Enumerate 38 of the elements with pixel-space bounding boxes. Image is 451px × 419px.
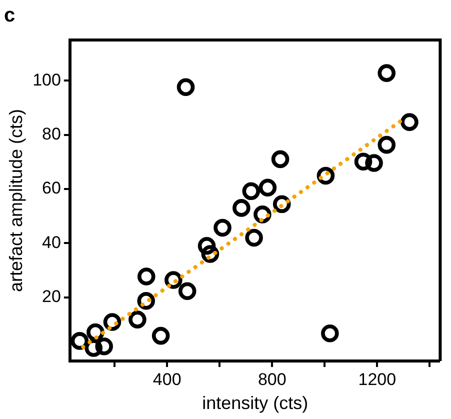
point [95,337,113,356]
point [70,332,89,350]
point [258,178,277,197]
y-tick-label: 20 [42,287,61,306]
point [242,182,260,200]
chart-title: c [4,4,16,27]
point [365,154,383,172]
point [354,152,372,171]
point [176,78,195,96]
point [152,326,170,345]
point [321,324,339,342]
point [214,218,232,237]
point [164,271,182,289]
point [137,292,156,310]
x-axis-title: intensity (cts) [202,393,308,414]
y-tick-label: 100 [32,70,61,90]
point [128,310,146,328]
y-axis-title: artefact amplitude (cts) [6,108,26,292]
point [103,313,122,331]
x-tick-label: 400 [152,370,182,389]
y-tick-label: 60 [42,178,61,198]
point [198,236,216,255]
point [400,113,418,131]
point [178,282,196,300]
point [84,339,102,357]
point [378,136,396,154]
point [137,268,156,286]
point [271,150,290,168]
point [245,228,263,247]
point [378,64,396,82]
point [272,195,291,214]
y-tick-label: 40 [42,232,61,252]
x-tick-label: 800 [258,370,286,389]
y-tick-label: 80 [42,124,61,144]
x-tick-label: 1200 [358,370,396,389]
point [316,166,335,185]
point [201,245,220,263]
point [232,199,250,217]
